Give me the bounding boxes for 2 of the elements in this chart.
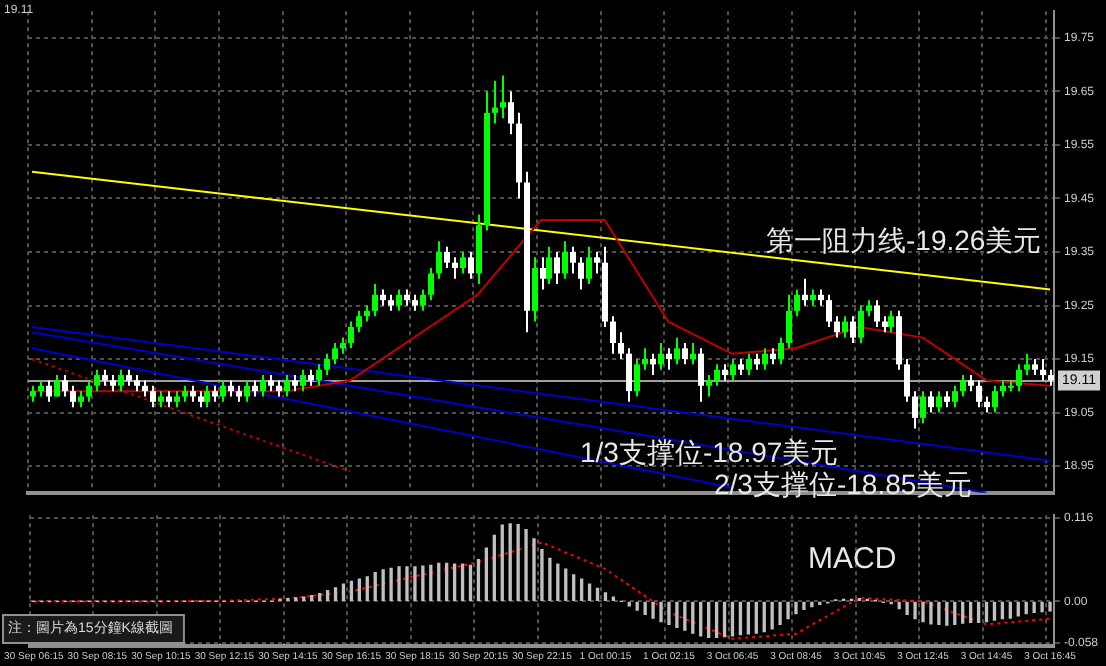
annotation: MACD: [808, 542, 897, 577]
annotation: 第一阻力线-19.26美元: [766, 223, 1042, 256]
